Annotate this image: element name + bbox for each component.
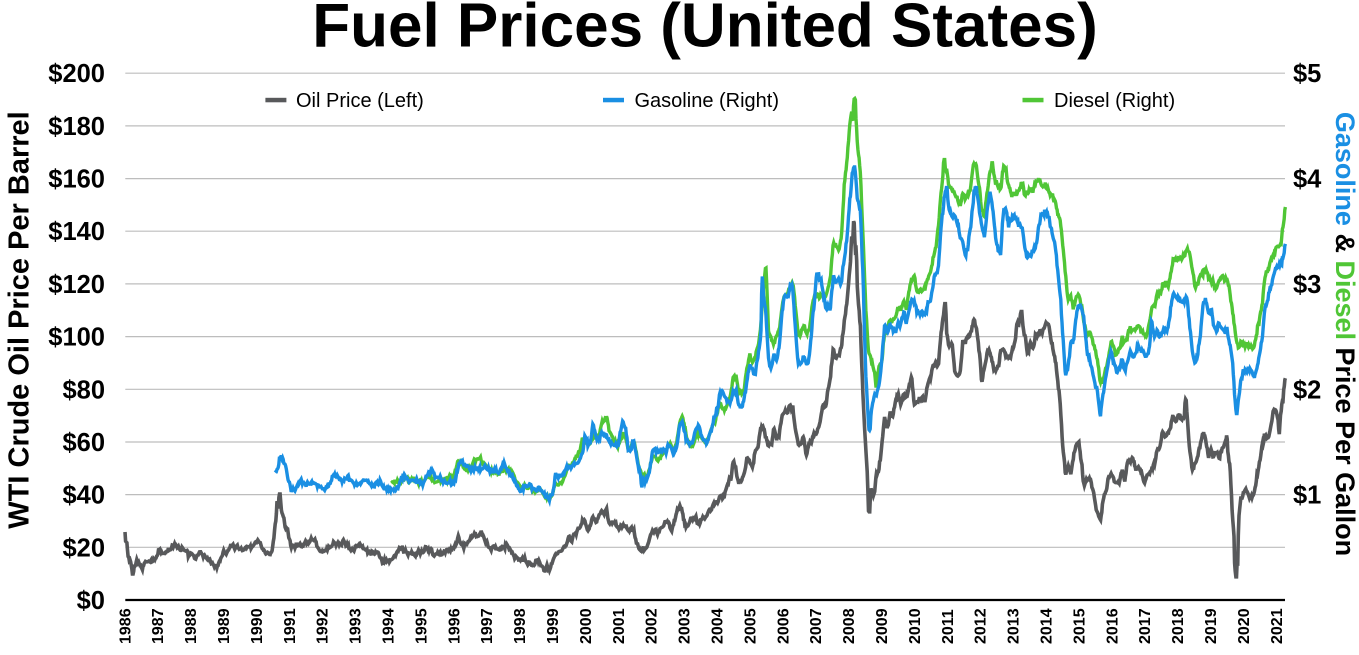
svg-text:$2: $2 — [1293, 376, 1321, 404]
svg-text:$120: $120 — [48, 271, 105, 299]
svg-text:Fuel Prices (United States): Fuel Prices (United States) — [312, 0, 1098, 61]
svg-text:1991: 1991 — [282, 608, 299, 644]
svg-text:2016: 2016 — [1104, 608, 1121, 644]
svg-text:2020: 2020 — [1236, 608, 1253, 644]
svg-text:$60: $60 — [62, 429, 105, 457]
svg-text:2018: 2018 — [1170, 608, 1187, 644]
svg-text:$0: $0 — [77, 587, 105, 615]
svg-text:1999: 1999 — [545, 608, 562, 644]
svg-text:WTI Crude Oil Price Per Barrel: WTI Crude Oil Price Per Barrel — [3, 111, 35, 528]
svg-text:2007: 2007 — [808, 608, 825, 644]
svg-text:$20: $20 — [62, 534, 105, 562]
svg-text:2003: 2003 — [677, 608, 694, 644]
svg-text:Diesel (Right): Diesel (Right) — [1054, 90, 1175, 112]
svg-text:$100: $100 — [48, 324, 105, 352]
svg-text:2019: 2019 — [1203, 608, 1220, 644]
svg-text:Oil Price (Left): Oil Price (Left) — [296, 90, 424, 112]
svg-text:2011: 2011 — [940, 609, 957, 644]
svg-text:2009: 2009 — [874, 608, 891, 644]
svg-text:1988: 1988 — [183, 608, 200, 644]
svg-text:1986: 1986 — [117, 608, 134, 644]
svg-text:1990: 1990 — [249, 608, 266, 644]
svg-text:1992: 1992 — [315, 608, 332, 644]
svg-text:$3: $3 — [1293, 271, 1321, 299]
svg-text:1996: 1996 — [446, 608, 463, 644]
svg-text:2010: 2010 — [907, 608, 924, 644]
svg-text:2006: 2006 — [775, 608, 792, 644]
svg-text:1994: 1994 — [381, 608, 398, 644]
svg-text:2000: 2000 — [578, 608, 595, 644]
svg-text:Gasoline (Right): Gasoline (Right) — [635, 90, 780, 112]
svg-text:2002: 2002 — [644, 608, 661, 644]
svg-text:2015: 2015 — [1071, 608, 1088, 644]
svg-text:2005: 2005 — [742, 608, 759, 644]
svg-text:$160: $160 — [48, 166, 105, 194]
svg-text:1993: 1993 — [348, 608, 365, 644]
svg-text:1989: 1989 — [216, 608, 233, 644]
svg-text:2013: 2013 — [1006, 608, 1023, 644]
svg-text:$1: $1 — [1293, 482, 1321, 510]
svg-text:$4: $4 — [1293, 166, 1322, 194]
svg-text:1987: 1987 — [150, 608, 167, 644]
svg-text:$180: $180 — [48, 113, 105, 141]
svg-text:1998: 1998 — [512, 608, 529, 644]
svg-text:$200: $200 — [48, 60, 105, 88]
svg-text:$5: $5 — [1293, 60, 1321, 88]
svg-text:2008: 2008 — [841, 608, 858, 644]
svg-text:1995: 1995 — [413, 608, 430, 644]
svg-text:Gasoline & Diesel Price Per Ga: Gasoline & Diesel Price Per Gallon — [1330, 112, 1359, 556]
svg-text:2017: 2017 — [1137, 608, 1154, 644]
svg-text:$80: $80 — [62, 376, 105, 404]
svg-text:$40: $40 — [62, 482, 105, 510]
svg-text:2014: 2014 — [1039, 608, 1056, 644]
svg-text:1997: 1997 — [479, 608, 496, 644]
svg-text:2021: 2021 — [1269, 608, 1286, 644]
svg-text:2004: 2004 — [710, 608, 727, 644]
svg-text:2001: 2001 — [611, 608, 628, 644]
svg-text:2012: 2012 — [973, 608, 990, 644]
svg-text:$140: $140 — [48, 218, 105, 246]
